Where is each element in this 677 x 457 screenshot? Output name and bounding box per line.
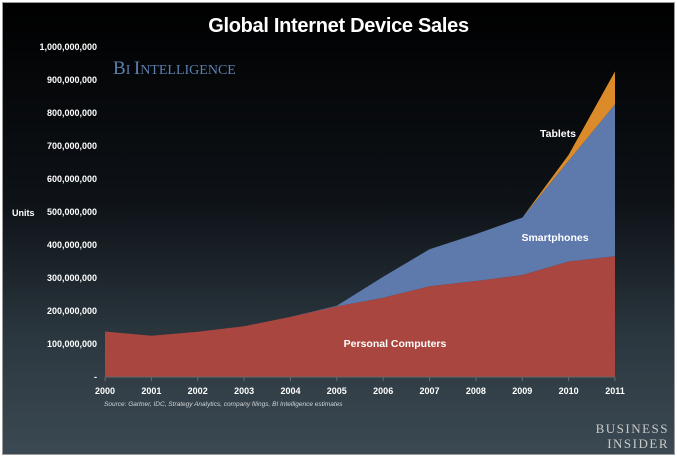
business-insider-logo-line1: BUSINESS — [596, 421, 669, 436]
business-insider-logo-line2: INSIDER — [607, 436, 669, 451]
y-tick-label: 200,000,000 — [47, 306, 97, 316]
y-tick-label: 100,000,000 — [47, 339, 97, 349]
series-label-smartphones: Smartphones — [521, 232, 588, 244]
x-tick-label: 2009 — [512, 386, 532, 396]
x-tick-label: 2004 — [280, 386, 300, 396]
area-personal-computers — [105, 256, 615, 377]
x-tick-label: 2003 — [234, 386, 254, 396]
x-tick-label: 2010 — [559, 386, 579, 396]
x-tick-label: 2000 — [95, 386, 115, 396]
y-tick-label: 600,000,000 — [47, 174, 97, 184]
y-axis-ticks: - 100,000,000 200,000,000 300,000,000 400,00… — [39, 42, 97, 382]
x-tick-label: 2007 — [419, 386, 439, 396]
y-tick-label: 1,000,000,000 — [39, 42, 97, 52]
x-tick-label: 2001 — [141, 386, 161, 396]
area-chart: - 100,000,000 200,000,000 300,000,000 400,00… — [12, 42, 669, 451]
x-tick-label: 2002 — [188, 386, 208, 396]
bi-intelligence-watermark: BI INTELLIGENCE — [113, 58, 236, 79]
area-smartphones — [105, 104, 615, 336]
x-tick-label: 2008 — [466, 386, 486, 396]
y-tick-label: - — [94, 372, 97, 382]
series-label-personal-computers: Personal Computers — [344, 338, 447, 350]
x-tick-label: 2006 — [373, 386, 393, 396]
y-tick-label: 500,000,000 — [47, 207, 97, 217]
area-series-group — [105, 71, 615, 377]
chart-title: Global Internet Device Sales — [208, 15, 469, 37]
y-axis-label: Units — [12, 208, 35, 218]
x-tick-label: 2005 — [327, 386, 347, 396]
series-label-tablets: Tablets — [540, 128, 576, 140]
y-tick-label: 700,000,000 — [47, 141, 97, 151]
y-tick-label: 800,000,000 — [47, 108, 97, 118]
y-tick-label: 400,000,000 — [47, 240, 97, 250]
x-axis-ticks: 2000 2001 2002 2003 2004 2005 2006 2007 2008 2009… — [95, 377, 625, 396]
source-note: Source: Gartner, IDC, Strategy Analytics… — [104, 401, 343, 408]
x-tick-label: 2011 — [605, 386, 625, 396]
y-tick-label: 300,000,000 — [47, 273, 97, 283]
y-tick-label: 900,000,000 — [47, 75, 97, 85]
